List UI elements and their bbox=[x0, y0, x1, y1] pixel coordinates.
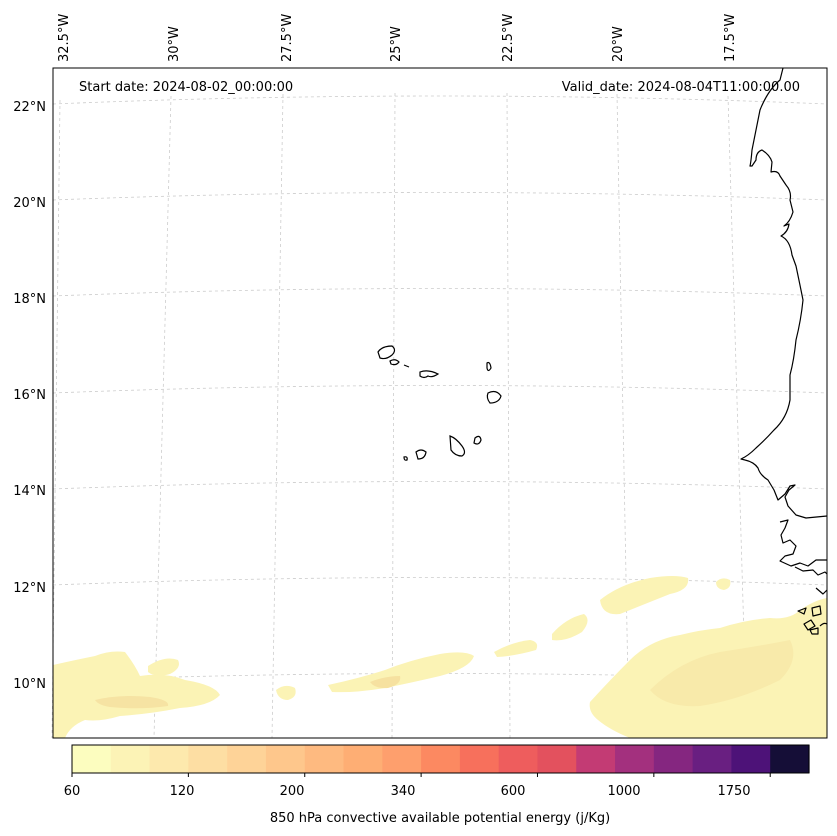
lat-label-12n: 12°N bbox=[13, 581, 46, 596]
cape-region-southwest bbox=[53, 651, 220, 738]
cape-field bbox=[53, 576, 827, 738]
colorbar-swatch bbox=[188, 745, 228, 773]
valid-date-label: Valid_date: 2024-08-04T11:00:00.00 bbox=[562, 80, 800, 95]
colorbar-swatch bbox=[72, 745, 112, 773]
lon-label-20w: 20°W bbox=[611, 26, 626, 62]
longitude-labels: 32.5°W 30°W 27.5°W 25°W 22.5°W 20°W 17.5… bbox=[57, 14, 738, 62]
map-axes bbox=[51, 67, 828, 739]
colorbar-swatch bbox=[421, 745, 461, 773]
colorbar-label-340: 340 bbox=[391, 784, 416, 799]
island-maio bbox=[473, 435, 482, 445]
colorbar-swatch bbox=[615, 745, 655, 773]
colorbar-swatch bbox=[304, 745, 345, 773]
mainland-coast bbox=[740, 67, 828, 519]
colorbar-label-200: 200 bbox=[280, 784, 305, 799]
island-santa-luzia bbox=[403, 364, 410, 368]
cape-region-center-core bbox=[370, 676, 401, 689]
cape-region-southwest-core bbox=[95, 696, 169, 709]
colorbar-swatch bbox=[343, 745, 383, 773]
lon-label-30w: 30°W bbox=[167, 26, 182, 62]
colorbar-label-1000: 1000 bbox=[607, 784, 640, 799]
island-sao-vicente bbox=[389, 359, 400, 366]
colorbar-swatch bbox=[576, 745, 616, 773]
latitude-labels: 22°N 20°N 18°N 16°N 14°N 12°N 10°N bbox=[13, 100, 46, 692]
guinea-coast bbox=[794, 566, 828, 576]
lat-label-16n: 16°N bbox=[13, 388, 46, 403]
colorbar-swatch bbox=[149, 745, 189, 773]
colorbar-label-600: 600 bbox=[501, 784, 526, 799]
cape-region-small-5 bbox=[716, 578, 731, 590]
cape-region-small-4 bbox=[552, 614, 588, 641]
cape-region-southeast-core bbox=[650, 640, 794, 707]
colorbar-swatch bbox=[537, 745, 577, 773]
cape-region-center-band bbox=[328, 652, 474, 693]
map-background bbox=[53, 68, 827, 738]
colorbar-swatch bbox=[692, 745, 733, 773]
colorbar-swatch bbox=[459, 745, 500, 773]
colorbar-label-120: 120 bbox=[170, 784, 195, 799]
africa-coastline bbox=[740, 67, 828, 635]
cape-region-north-east bbox=[600, 576, 689, 615]
lat-label-14n: 14°N bbox=[13, 484, 46, 499]
cape-region-small-3 bbox=[494, 640, 538, 657]
lon-label-25w: 25°W bbox=[389, 26, 404, 62]
cape-region-small-1 bbox=[148, 658, 179, 676]
colorbar-label-60: 60 bbox=[64, 784, 81, 799]
colorbar: 60 120 200 340 600 1000 1750 850 hPa con… bbox=[64, 744, 810, 826]
colorbar-swatch bbox=[653, 745, 694, 773]
lon-label-17-5w: 17.5°W bbox=[723, 14, 738, 62]
lat-label-18n: 18°N bbox=[13, 292, 46, 307]
island-fogo bbox=[415, 449, 427, 460]
island-santiago bbox=[449, 435, 466, 457]
island-sal bbox=[486, 361, 492, 372]
colorbar-label-1750: 1750 bbox=[717, 784, 750, 799]
lon-label-32-5w: 32.5°W bbox=[57, 14, 72, 62]
colorbar-title: 850 hPa convective available potential e… bbox=[270, 811, 610, 826]
guinea-bissau-coast bbox=[779, 519, 827, 567]
colorbar-swatch bbox=[770, 745, 810, 773]
start-date-label: Start date: 2024-08-02_00:00:00 bbox=[79, 80, 293, 95]
lat-label-20n: 20°N bbox=[13, 196, 46, 211]
cape-verde-islands bbox=[377, 345, 502, 461]
colorbar-swatch bbox=[227, 745, 267, 773]
colorbar-swatch bbox=[265, 745, 306, 773]
colorbar-swatch bbox=[382, 745, 422, 773]
colorbar-tick-labels: 60 120 200 340 600 1000 1750 bbox=[64, 784, 751, 799]
colorbar-swatch bbox=[731, 745, 771, 773]
colorbar-frame bbox=[71, 744, 810, 774]
island-santo-antao bbox=[377, 345, 396, 360]
bijagos-islands bbox=[797, 605, 822, 635]
map-frame bbox=[52, 67, 828, 739]
lat-label-10n: 10°N bbox=[13, 677, 46, 692]
colorbar-ticks bbox=[71, 773, 771, 777]
guinea-coast-south bbox=[815, 587, 828, 595]
lon-label-22-5w: 22.5°W bbox=[501, 14, 516, 62]
island-brava bbox=[403, 456, 408, 461]
sierra-leone-coast bbox=[819, 622, 828, 627]
colorbar-swatch bbox=[110, 745, 151, 773]
colorbar-swatch bbox=[498, 745, 539, 773]
island-boa-vista bbox=[486, 390, 502, 404]
lat-label-22n: 22°N bbox=[13, 100, 46, 115]
colorbar-swatches bbox=[72, 745, 810, 773]
island-sao-nicolau bbox=[419, 370, 440, 379]
lon-label-27-5w: 27.5°W bbox=[280, 14, 295, 62]
cape-region-small-2 bbox=[276, 685, 296, 700]
